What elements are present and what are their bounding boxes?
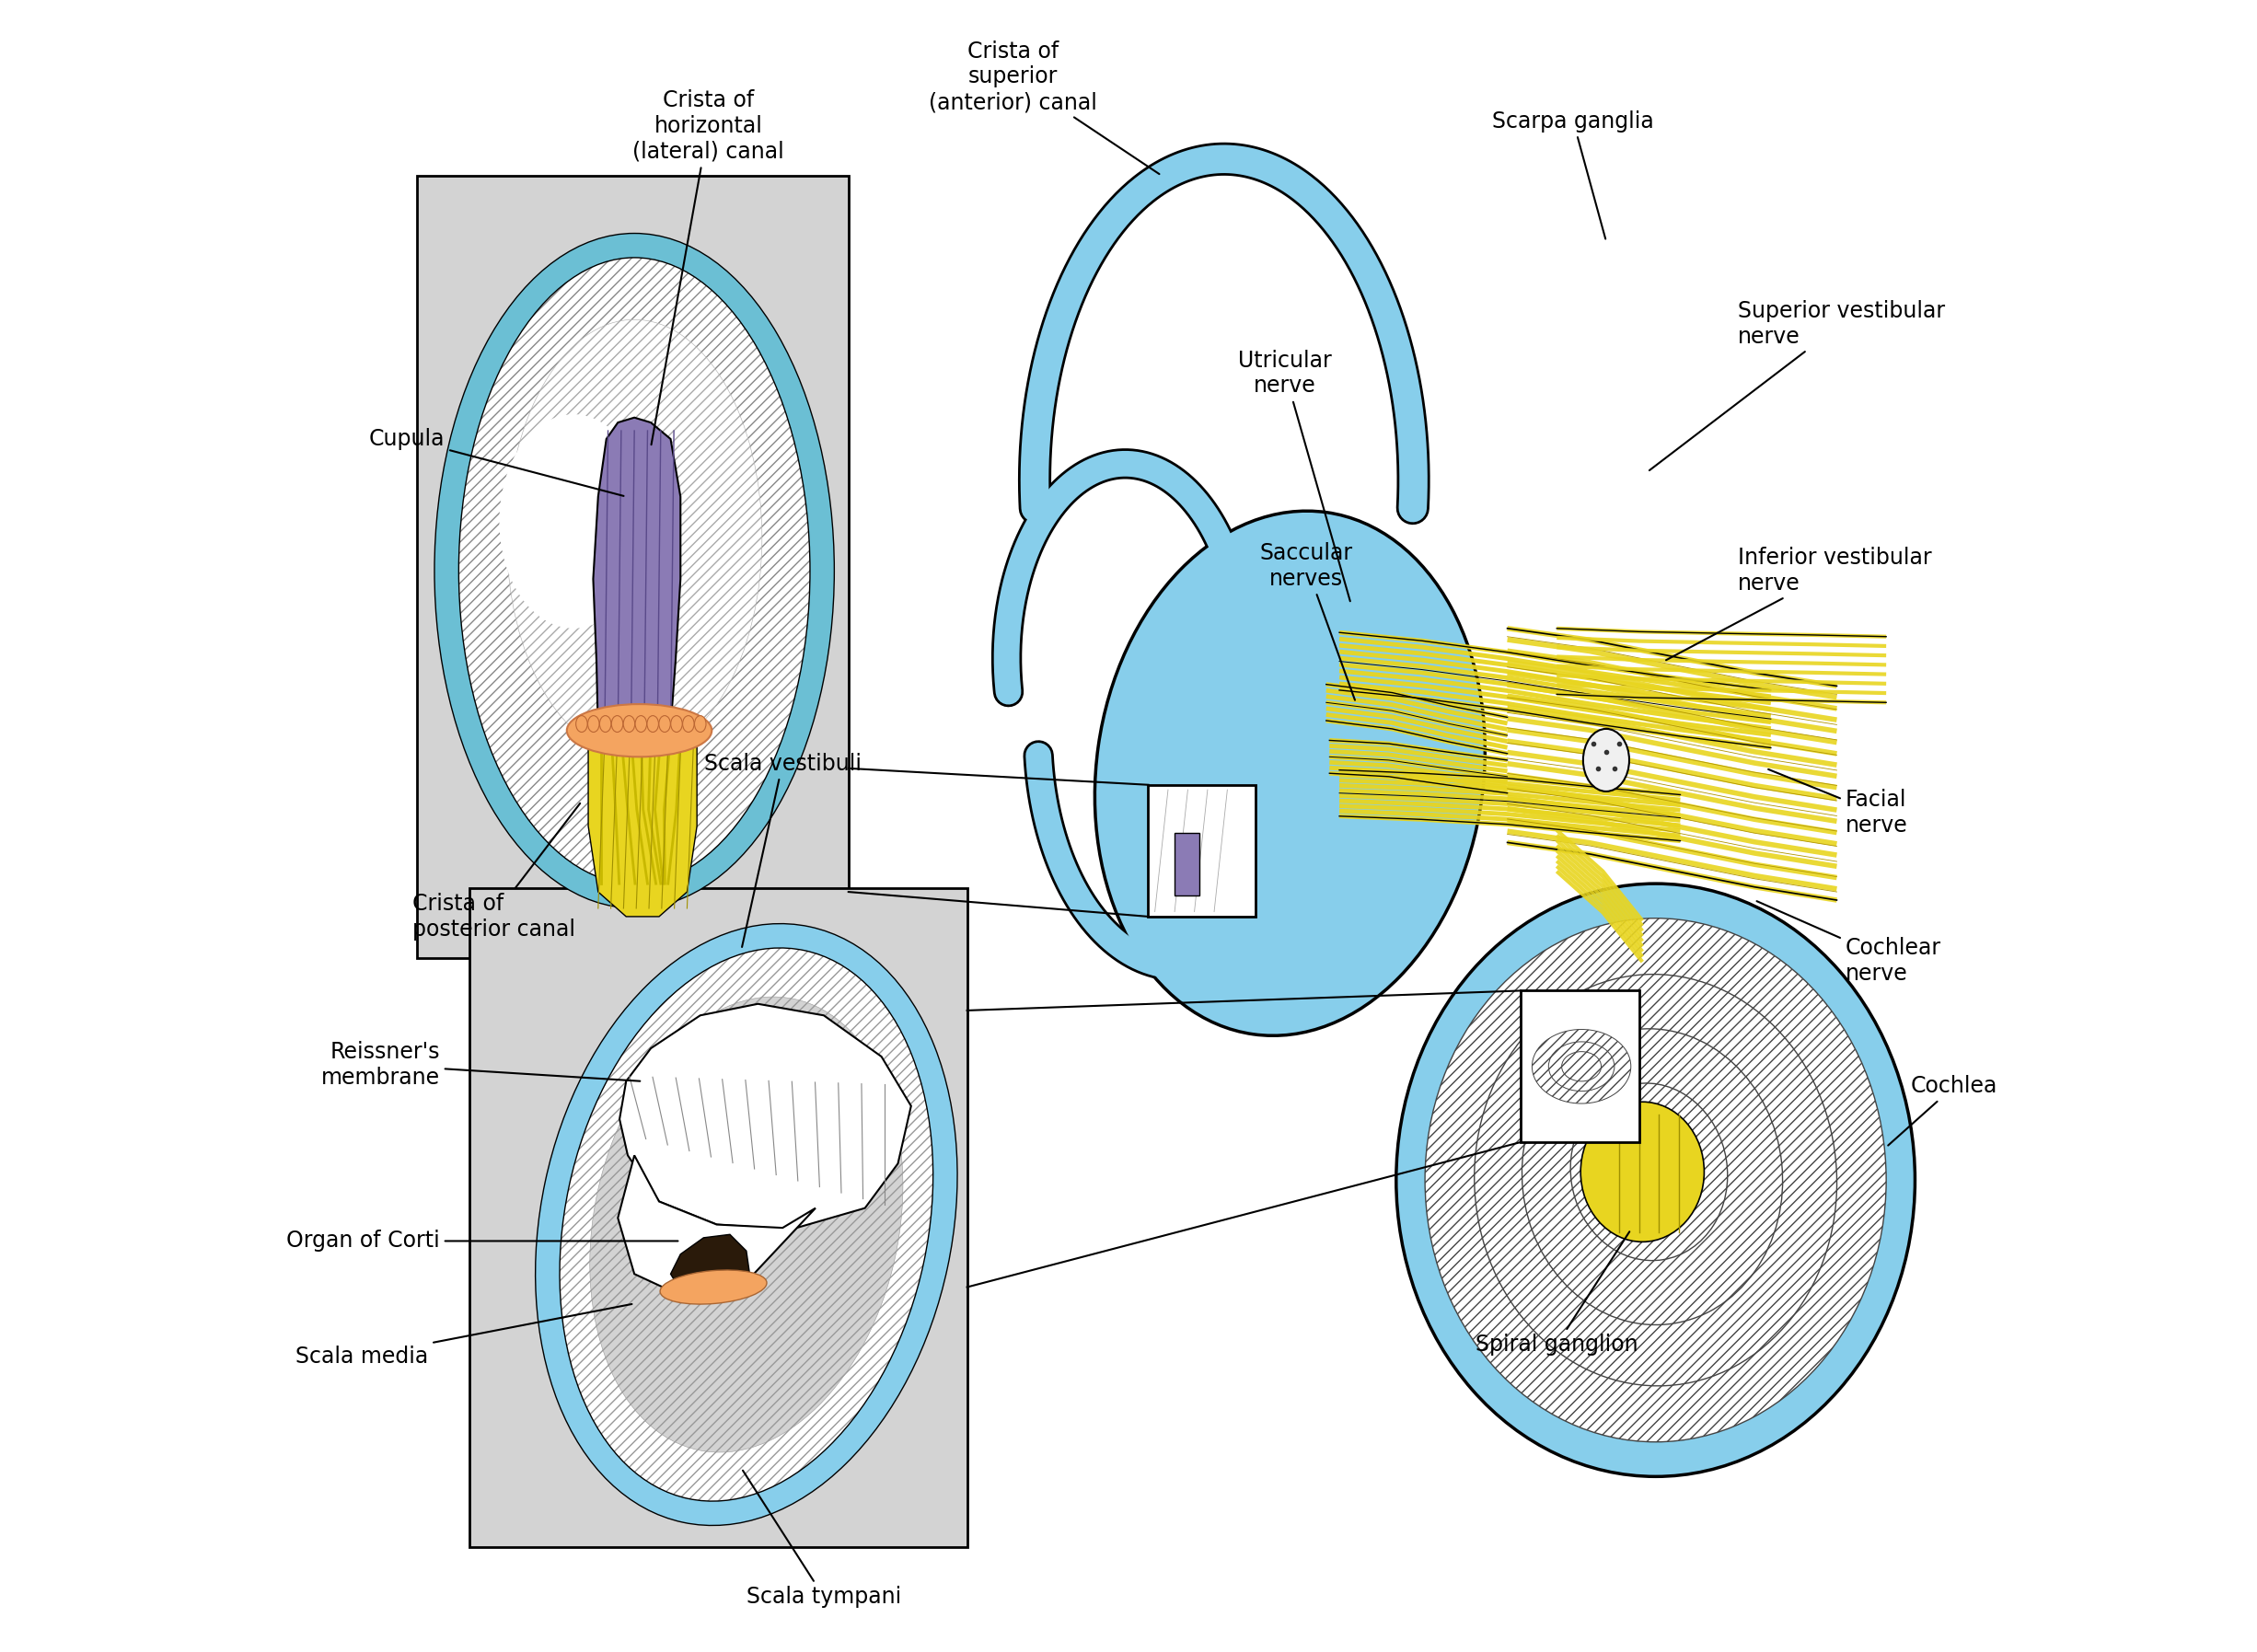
Text: Scala media: Scala media [296,1303,632,1368]
Text: Crista of
horizontal
(lateral) canal: Crista of horizontal (lateral) canal [632,89,783,444]
Bar [1149,785,1255,917]
Text: Cochlea: Cochlea [1889,1075,1997,1145]
Bar [1174,833,1198,895]
Bar [418,175,849,958]
Ellipse shape [548,935,946,1513]
Ellipse shape [600,715,612,732]
Ellipse shape [612,715,623,732]
Ellipse shape [1474,975,1837,1386]
Ellipse shape [508,319,763,757]
Ellipse shape [1533,1029,1632,1104]
Ellipse shape [499,415,648,628]
Ellipse shape [634,715,648,732]
Ellipse shape [670,715,682,732]
Ellipse shape [648,715,659,732]
Text: Inferior vestibular
nerve: Inferior vestibular nerve [1666,547,1932,661]
Polygon shape [589,735,697,917]
Ellipse shape [695,715,706,732]
Bar [1521,991,1639,1142]
Text: Cupula: Cupula [368,428,623,496]
Ellipse shape [576,715,587,732]
Text: Organ of Corti: Organ of Corti [287,1231,677,1252]
Text: Crista of
superior
(anterior) canal: Crista of superior (anterior) canal [930,40,1160,173]
Ellipse shape [1521,1029,1783,1325]
Text: Cochlear
nerve: Cochlear nerve [1756,900,1941,985]
Polygon shape [670,1234,749,1295]
Ellipse shape [659,1270,767,1303]
Ellipse shape [1424,919,1887,1442]
Text: Scala vestibuli: Scala vestibuli [704,752,862,947]
Text: Utricular
nerve: Utricular nerve [1239,349,1350,601]
Ellipse shape [1571,1084,1727,1260]
Ellipse shape [567,704,711,757]
Ellipse shape [623,715,634,732]
Ellipse shape [682,715,695,732]
Ellipse shape [659,715,670,732]
Ellipse shape [447,246,822,895]
Bar [469,889,966,1548]
Text: Saccular
nerves: Saccular nerves [1259,542,1354,700]
Text: Scarpa ganglia: Scarpa ganglia [1492,111,1654,240]
Text: Reissner's
membrane: Reissner's membrane [320,1041,641,1089]
Text: Scala tympani: Scala tympani [743,1470,901,1607]
Text: Spiral ganglion: Spiral ganglion [1476,1232,1639,1356]
Text: Superior vestibular
nerve: Superior vestibular nerve [1650,301,1946,471]
Ellipse shape [1095,510,1485,1036]
Ellipse shape [1397,884,1914,1477]
Ellipse shape [1580,1102,1704,1242]
Ellipse shape [587,715,600,732]
Polygon shape [594,418,679,740]
Ellipse shape [1562,1052,1600,1082]
Text: Facial
nerve: Facial nerve [1767,770,1907,836]
Ellipse shape [589,996,903,1452]
Polygon shape [618,1004,912,1229]
Ellipse shape [1548,1042,1614,1092]
Ellipse shape [1582,729,1630,791]
Polygon shape [618,1155,815,1295]
Text: Crista of
posterior canal: Crista of posterior canal [413,803,580,940]
